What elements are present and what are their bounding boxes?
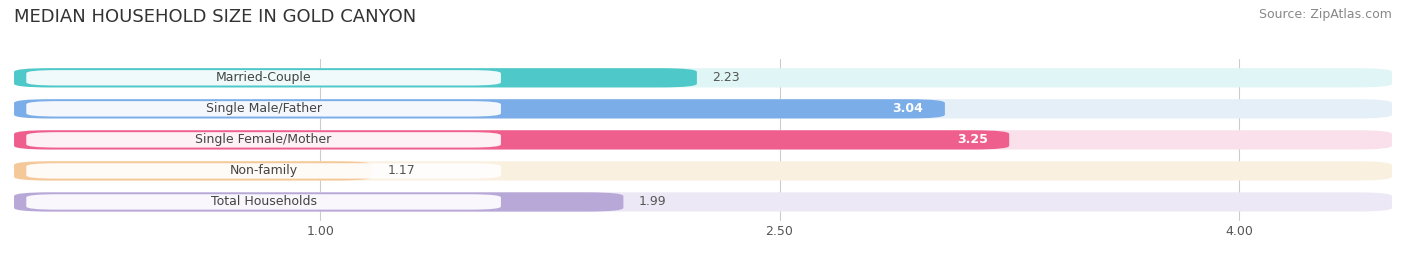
Text: 3.04: 3.04 bbox=[893, 102, 924, 115]
FancyBboxPatch shape bbox=[14, 192, 1392, 212]
FancyBboxPatch shape bbox=[14, 192, 623, 212]
Text: Non-family: Non-family bbox=[229, 164, 298, 178]
FancyBboxPatch shape bbox=[14, 68, 697, 87]
FancyBboxPatch shape bbox=[14, 161, 373, 180]
Text: Married-Couple: Married-Couple bbox=[215, 71, 311, 84]
Text: Single Female/Mother: Single Female/Mother bbox=[195, 133, 332, 146]
Text: 2.23: 2.23 bbox=[713, 71, 740, 84]
FancyBboxPatch shape bbox=[27, 194, 501, 210]
Text: 3.25: 3.25 bbox=[957, 133, 988, 146]
FancyBboxPatch shape bbox=[14, 130, 1392, 150]
FancyBboxPatch shape bbox=[27, 70, 501, 86]
Text: Source: ZipAtlas.com: Source: ZipAtlas.com bbox=[1258, 8, 1392, 21]
FancyBboxPatch shape bbox=[14, 99, 945, 118]
FancyBboxPatch shape bbox=[14, 68, 1392, 87]
Text: MEDIAN HOUSEHOLD SIZE IN GOLD CANYON: MEDIAN HOUSEHOLD SIZE IN GOLD CANYON bbox=[14, 8, 416, 26]
FancyBboxPatch shape bbox=[14, 99, 1392, 118]
Text: 1.17: 1.17 bbox=[388, 164, 415, 178]
FancyBboxPatch shape bbox=[27, 132, 501, 148]
Text: Total Households: Total Households bbox=[211, 196, 316, 208]
FancyBboxPatch shape bbox=[14, 130, 1010, 150]
FancyBboxPatch shape bbox=[14, 161, 1392, 180]
Text: 1.99: 1.99 bbox=[638, 196, 666, 208]
FancyBboxPatch shape bbox=[27, 101, 501, 116]
FancyBboxPatch shape bbox=[27, 163, 501, 179]
Text: Single Male/Father: Single Male/Father bbox=[205, 102, 322, 115]
